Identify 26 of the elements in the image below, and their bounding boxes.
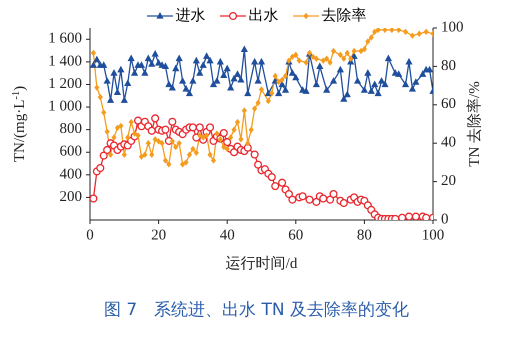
x-axis-title: 运行时间/d bbox=[226, 255, 298, 272]
x-tick-label: 0 bbox=[86, 227, 94, 244]
x-tick-label: 80 bbox=[356, 227, 372, 244]
y-tick-label: 800 bbox=[60, 121, 82, 138]
y-tick-label: 1 200 bbox=[48, 76, 82, 92]
y2-tick-label: 60 bbox=[441, 96, 456, 112]
y2-tick-label: 100 bbox=[441, 19, 464, 36]
y-tick-label: 400 bbox=[60, 166, 82, 182]
y2-tick-label: 20 bbox=[441, 173, 456, 190]
y-tick-label: 1 400 bbox=[48, 53, 82, 70]
y-tick-label: 1 000 bbox=[48, 98, 82, 114]
y-tick-label: 1 600 bbox=[48, 30, 82, 47]
legend-label: 去除率 bbox=[322, 8, 366, 24]
text: 图 7 系统进、出水 TN 及去除率的变化 bbox=[102, 299, 410, 321]
y2-tick-label: 0 bbox=[441, 211, 448, 228]
x-tick-label: 40 bbox=[220, 227, 235, 244]
y-tick-label: 600 bbox=[60, 144, 82, 160]
legend-label: 进水 bbox=[176, 8, 206, 24]
legend-label: 出水 bbox=[248, 8, 278, 24]
y2-tick-label: 80 bbox=[441, 58, 456, 74]
y-tick-label: 200 bbox=[60, 188, 82, 205]
y2-tick-label: 40 bbox=[441, 134, 456, 151]
x-tick-label: 60 bbox=[288, 227, 304, 244]
x-tick-label: 20 bbox=[151, 227, 166, 244]
x-tick-label: 100 bbox=[422, 227, 444, 244]
y2-axis-title: TN 去除率/% bbox=[466, 81, 483, 167]
